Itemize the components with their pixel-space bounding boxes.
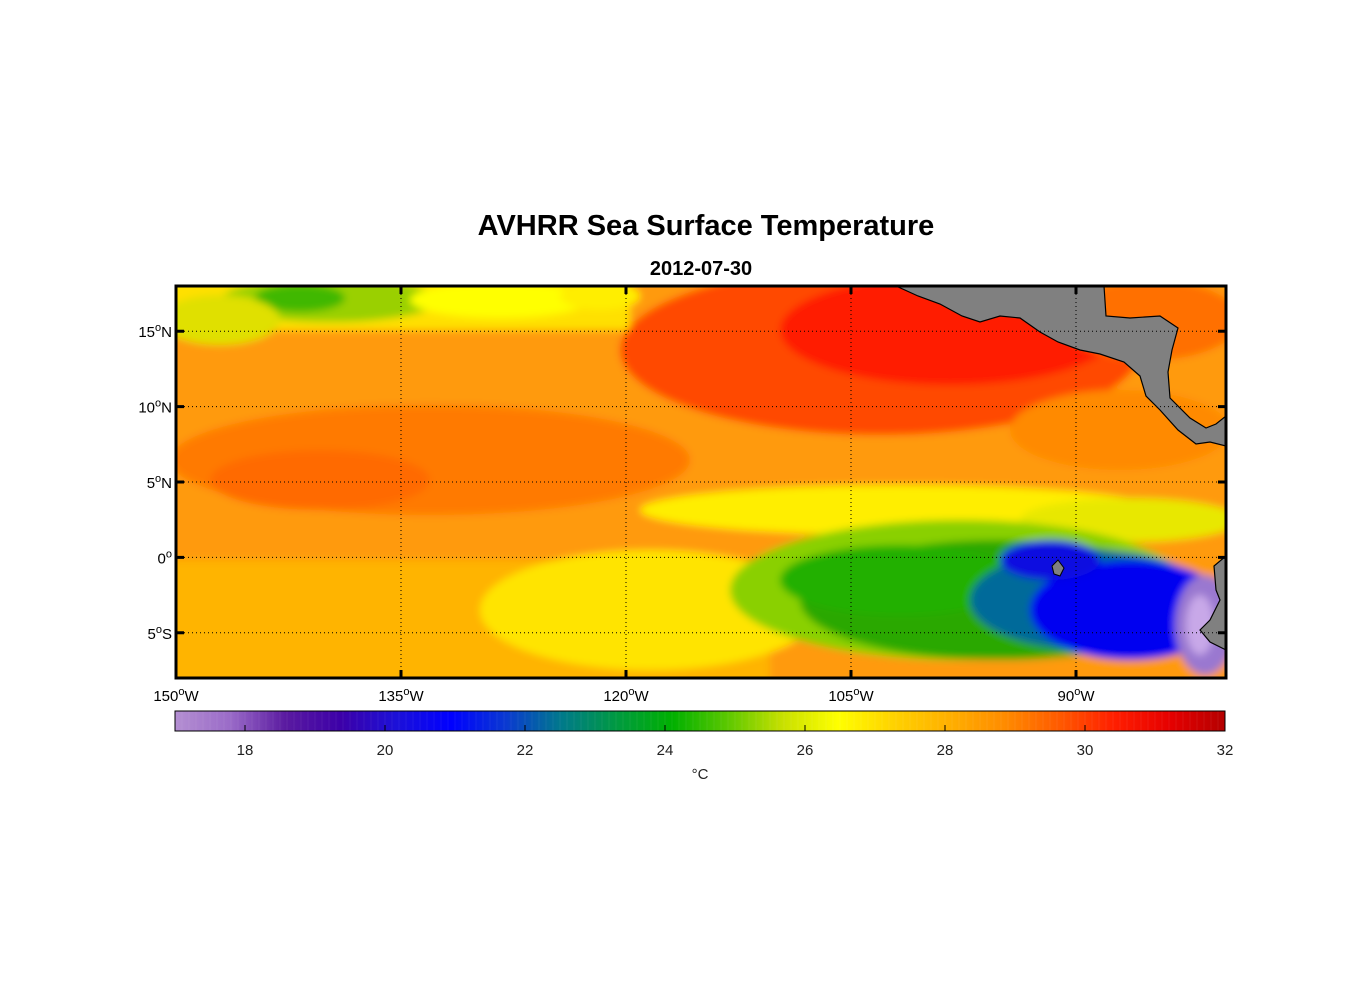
map-plot xyxy=(176,286,1226,678)
colorbar-tick-label: 24 xyxy=(657,742,674,759)
colorbar-tick-label: 20 xyxy=(377,742,394,759)
chart-subtitle: 2012-07-30 xyxy=(650,258,752,280)
lat-tick-label: 10oN xyxy=(138,398,172,417)
lon-tick-label: 150oW xyxy=(153,686,199,705)
lat-tick-label: 5oN xyxy=(147,473,172,492)
lon-tick-label: 105oW xyxy=(828,686,874,705)
colorbar-units: °C xyxy=(692,766,709,783)
lon-tick-label: 90oW xyxy=(1058,686,1096,705)
chart-title: AVHRR Sea Surface Temperature xyxy=(478,210,935,242)
lon-tick-label: 135oW xyxy=(378,686,424,705)
colorbar-frame xyxy=(174,710,1226,732)
lat-tick-label: 5oS xyxy=(148,624,172,643)
sst-field xyxy=(176,286,1226,678)
colorbar-tick-label: 30 xyxy=(1077,742,1094,759)
map-graticule xyxy=(176,286,1226,678)
colorbar-tick-label: 26 xyxy=(797,742,814,759)
colorbar-tick-label: 32 xyxy=(1217,742,1234,759)
latitude-axis: 15oN 10oN 5oN 0o 5oS xyxy=(138,322,1226,643)
galapagos-islands xyxy=(1051,559,1065,577)
lon-tick-label: 120oW xyxy=(603,686,649,705)
colorbar: 18 20 22 24 26 28 30 32 xyxy=(174,710,1234,759)
south-america-land xyxy=(1199,555,1226,651)
colorbar-tick-label: 22 xyxy=(517,742,534,759)
colorbar-tick-label: 18 xyxy=(237,742,254,759)
longitude-axis: 150oW 135oW 120oW 105oW 90oW xyxy=(153,286,1095,705)
colorbar-ramp xyxy=(175,711,1225,731)
lat-tick-label: 15oN xyxy=(138,322,172,341)
colorbar-tick-label: 28 xyxy=(937,742,954,759)
lat-tick-label: 0o xyxy=(158,548,172,567)
